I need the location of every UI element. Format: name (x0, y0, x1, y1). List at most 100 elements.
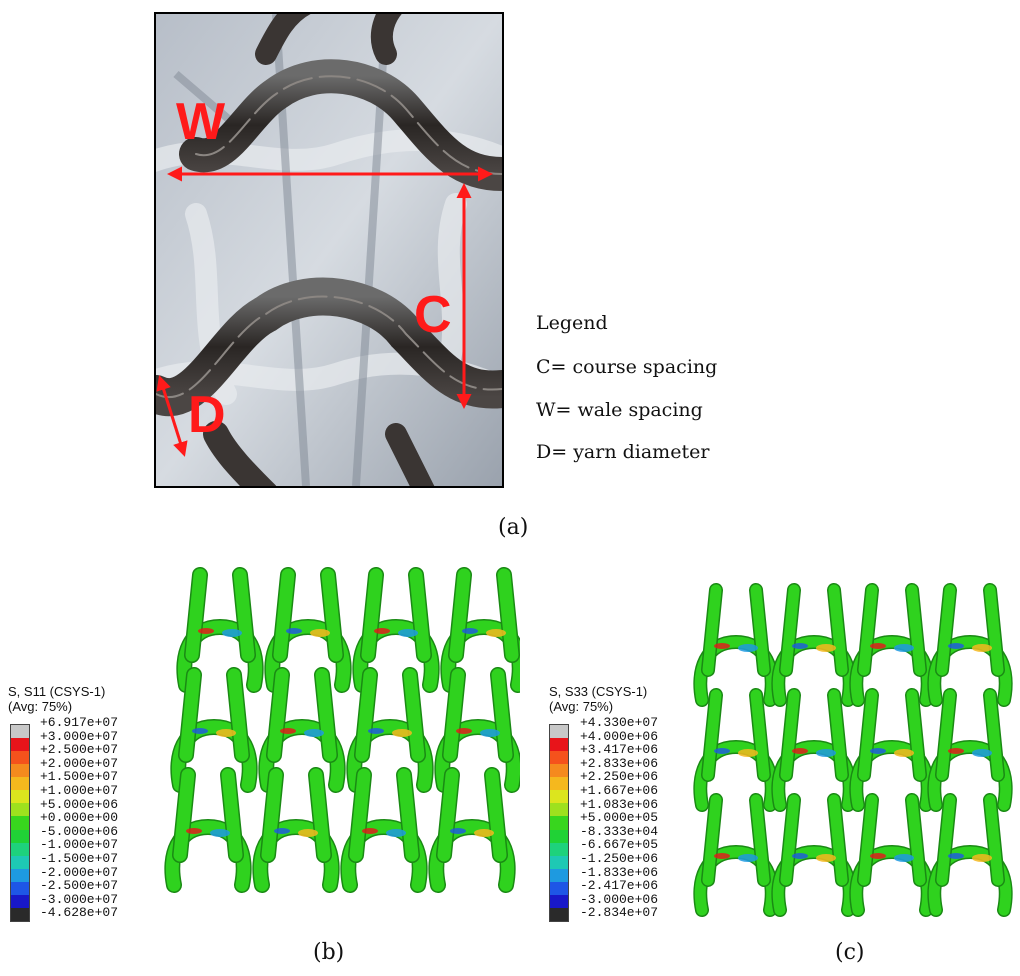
stress-hotspot (972, 854, 992, 862)
yarn-loop (772, 846, 856, 916)
yarn-diameter-arrow (156, 375, 188, 457)
stress-hotspot (210, 829, 230, 837)
scale-swatch (11, 790, 29, 804)
scale-swatch (11, 751, 29, 765)
legend-title: Legend (536, 312, 608, 334)
scale-value: -1.500e+07 (40, 850, 119, 866)
stress-hotspot (894, 644, 914, 652)
scale-value: -3.000e+06 (580, 891, 659, 907)
yarn-loop (850, 741, 934, 811)
yarn-leg (780, 689, 800, 781)
scale-swatch (11, 803, 29, 817)
stress-hotspot (894, 854, 914, 862)
yarn-loop (441, 620, 520, 692)
yarn-leg (437, 768, 459, 862)
scale-swatch (11, 855, 29, 869)
scale-swatch (550, 790, 568, 804)
yarn-loop (928, 846, 1012, 916)
stress-hotspot (948, 748, 964, 754)
yarn-leg (828, 584, 848, 676)
yarn-leg (443, 668, 465, 762)
scale-swatch (550, 868, 568, 882)
yarn-leg (750, 584, 770, 676)
scale-swatch (11, 725, 29, 739)
yarn-loop (928, 741, 1012, 811)
scale-swatch (11, 829, 29, 843)
yarn-leg (397, 768, 419, 862)
scale-value: +3.000e+07 (40, 728, 119, 744)
yarn-leg (185, 568, 207, 662)
yarn-loop (435, 720, 520, 792)
stress-hotspot (398, 629, 418, 637)
yarn-loop (694, 636, 778, 706)
scale-value: +6.917e+07 (40, 715, 119, 730)
yarn-loop (259, 720, 345, 792)
yarn-leg (750, 689, 770, 781)
scale-value: -5.000e+06 (40, 823, 119, 839)
yarn-loop (347, 720, 433, 792)
legend-b-subtitle: (Avg: 75%) (8, 699, 73, 714)
stress-hotspot (870, 643, 886, 649)
yarn-leg (349, 768, 371, 862)
scale-swatch (11, 816, 29, 830)
yarn-loop (772, 636, 856, 706)
stress-hotspot (274, 828, 290, 834)
scale-value: +2.500e+07 (40, 742, 119, 758)
yarn-leg (936, 689, 956, 781)
scale-values-c: +4.330e+07 +4.000e+06 +3.417e+06 +2.833e+06… (580, 716, 658, 920)
scale-value: +4.000e+06 (580, 728, 659, 744)
scale-swatch (550, 803, 568, 817)
stress-hotspot (870, 748, 886, 754)
stress-hotspot (792, 853, 808, 859)
stress-hotspot (816, 644, 836, 652)
yarn-leg (858, 689, 878, 781)
scale-value: +4.330e+07 (580, 715, 659, 730)
scale-value: -2.417e+06 (580, 878, 659, 894)
legend-b-title: S, S11 (CSYS-1) (8, 684, 106, 699)
yarn-leg (403, 668, 425, 762)
scale-swatch (550, 855, 568, 869)
stress-hotspot (816, 854, 836, 862)
yarn-leg (780, 584, 800, 676)
scale-swatch (550, 894, 568, 908)
yarn-leg (702, 794, 722, 886)
stress-hotspot (714, 853, 730, 859)
yarn-leg (497, 568, 519, 662)
scale-swatch (11, 777, 29, 791)
scale-value: +2.833e+06 (580, 755, 659, 771)
scale-swatch (11, 894, 29, 908)
scale-value: -2.000e+07 (40, 864, 119, 880)
yarn-loop (429, 820, 515, 892)
yarn-loop (850, 846, 934, 916)
scale-value: +3.417e+06 (580, 742, 659, 758)
yarn-loop (171, 720, 257, 792)
stress-hotspot (304, 729, 324, 737)
scale-swatch (550, 881, 568, 895)
yarn-loop (341, 820, 427, 892)
scale-swatch (550, 764, 568, 778)
stress-hotspot (792, 748, 808, 754)
legend-item-course: C= course spacing (536, 356, 718, 378)
color-scale-b (10, 724, 30, 922)
stress-hotspot (456, 728, 472, 734)
scale-swatch (11, 907, 29, 921)
stress-hotspot (486, 629, 506, 637)
yarn-leg (780, 794, 800, 886)
yarn-leg (361, 568, 383, 662)
yarn-leg (906, 584, 926, 676)
stress-hotspot (280, 728, 296, 734)
yarn-loop (850, 636, 934, 706)
yarn-leg (828, 794, 848, 886)
scale-swatch (550, 829, 568, 843)
scale-swatch (11, 842, 29, 856)
stress-hotspot (480, 729, 500, 737)
yarn-leg (221, 768, 243, 862)
scale-value: -1.000e+07 (40, 837, 119, 853)
legend-c-title: S, S33 (CSYS-1) (549, 684, 648, 699)
yarn-leg (233, 568, 255, 662)
stress-hotspot (738, 749, 758, 757)
scale-value: -8.333e+04 (580, 823, 659, 839)
scale-value: +1.083e+06 (580, 796, 659, 812)
scale-value: +1.667e+06 (580, 782, 659, 798)
yarn-loop (928, 636, 1012, 706)
